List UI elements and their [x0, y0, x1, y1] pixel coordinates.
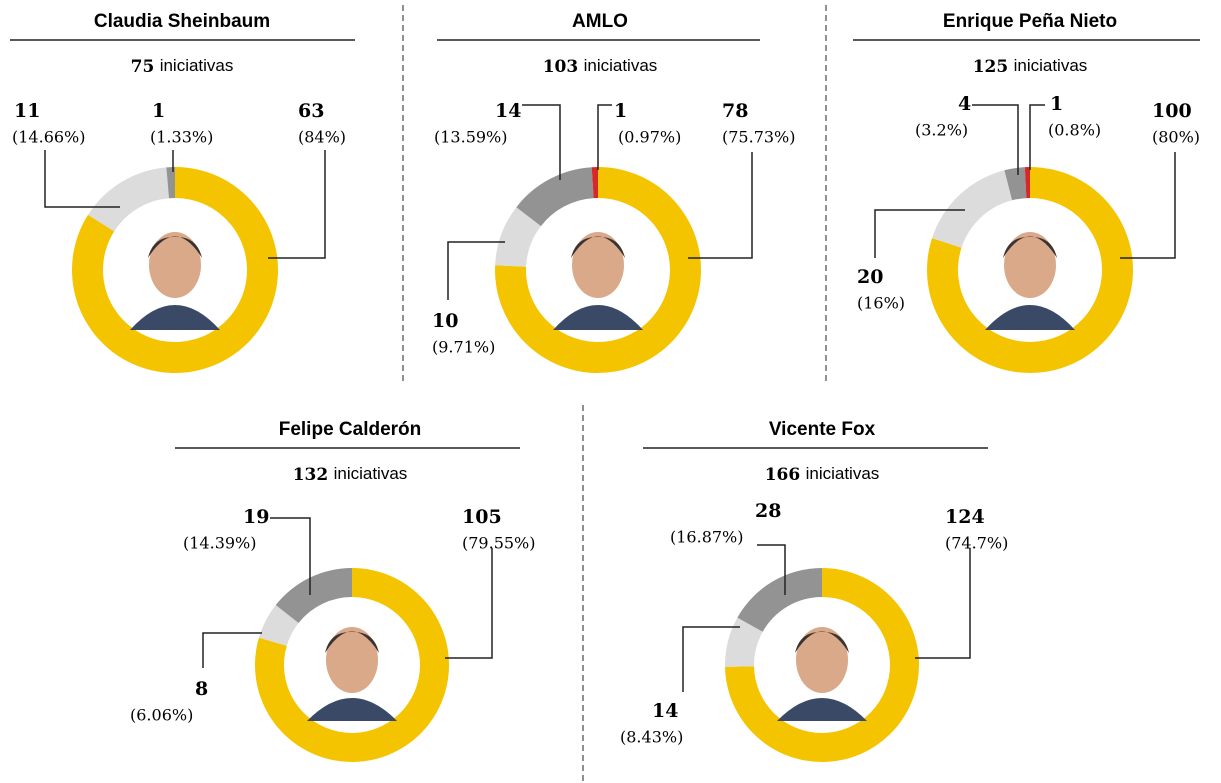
count-label: 1: [614, 100, 627, 122]
chart-title: AMLO: [572, 11, 628, 32]
percent-label: (75.73%): [722, 128, 796, 147]
photo-face: [326, 627, 378, 693]
leader-line: [203, 633, 262, 668]
leader-line: [522, 105, 560, 180]
count-label: 100: [1152, 100, 1192, 122]
photo-face: [796, 627, 848, 693]
percent-label: (79.55%): [462, 534, 536, 553]
count-label: 1: [1050, 93, 1063, 115]
count-label: 20: [857, 266, 883, 288]
photo-face: [1004, 232, 1056, 298]
percent-label: (16.87%): [670, 528, 744, 547]
total-label: iniciativas: [584, 56, 658, 75]
count-label: 4: [958, 93, 971, 115]
percent-label: (0.97%): [618, 128, 681, 147]
count-label: 14: [495, 100, 521, 122]
count-label: 105: [462, 506, 502, 528]
leader-line: [598, 105, 612, 170]
count-label: 28: [755, 500, 781, 522]
total-number: 132: [293, 465, 329, 485]
percent-label: (14.66%): [12, 128, 86, 147]
chart-title: Claudia Sheinbaum: [94, 11, 270, 32]
total: 125 iniciativas: [973, 56, 1088, 76]
total-label: iniciativas: [334, 464, 408, 483]
photo-face: [149, 232, 201, 298]
percent-label: (1.33%): [150, 128, 213, 147]
leader-line: [268, 150, 325, 258]
count-label: 63: [298, 100, 324, 122]
percent-label: (3.2%): [915, 121, 968, 140]
count-label: 14: [652, 700, 678, 722]
total-number: 75: [131, 57, 155, 77]
leader-line: [688, 152, 752, 258]
total: 75 iniciativas: [131, 56, 234, 76]
chart-title: Enrique Peña Nieto: [943, 11, 1117, 32]
percent-label: (8.43%): [620, 728, 683, 747]
percent-label: (16%): [857, 294, 905, 313]
count-label: 8: [195, 678, 208, 700]
percent-label: (13.59%): [434, 128, 508, 147]
percent-label: (14.39%): [183, 534, 257, 553]
percent-label: (0.8%): [1048, 121, 1101, 140]
leader-line: [1030, 105, 1045, 170]
total-number: 166: [765, 465, 801, 485]
leader-line: [972, 105, 1018, 175]
leader-line: [445, 548, 492, 658]
chart-title: Vicente Fox: [769, 419, 876, 440]
percent-label: (9.71%): [432, 338, 495, 357]
total-label: iniciativas: [160, 56, 234, 75]
chart: Claudia Sheinbaum75 iniciativas63(84%)11…: [0, 0, 1221, 783]
count-label: 19: [243, 506, 269, 528]
total: 166 iniciativas: [765, 464, 880, 484]
total-number: 103: [543, 57, 579, 77]
count-label: 11: [14, 100, 40, 122]
percent-label: (6.06%): [130, 706, 193, 725]
count-label: 78: [722, 100, 748, 122]
total-number: 125: [973, 57, 1009, 77]
chart-title: Felipe Calderón: [279, 419, 422, 440]
count-label: 10: [432, 310, 458, 332]
total-label: iniciativas: [1014, 56, 1088, 75]
count-label: 1: [152, 100, 165, 122]
percent-label: (84%): [298, 128, 346, 147]
total: 103 iniciativas: [543, 56, 658, 76]
total: 132 iniciativas: [293, 464, 408, 484]
total-label: iniciativas: [806, 464, 880, 483]
percent-label: (80%): [1152, 128, 1200, 147]
photo-face: [572, 232, 624, 298]
leader-line: [915, 548, 970, 658]
percent-label: (74.7%): [945, 534, 1008, 553]
count-label: 124: [945, 506, 985, 528]
